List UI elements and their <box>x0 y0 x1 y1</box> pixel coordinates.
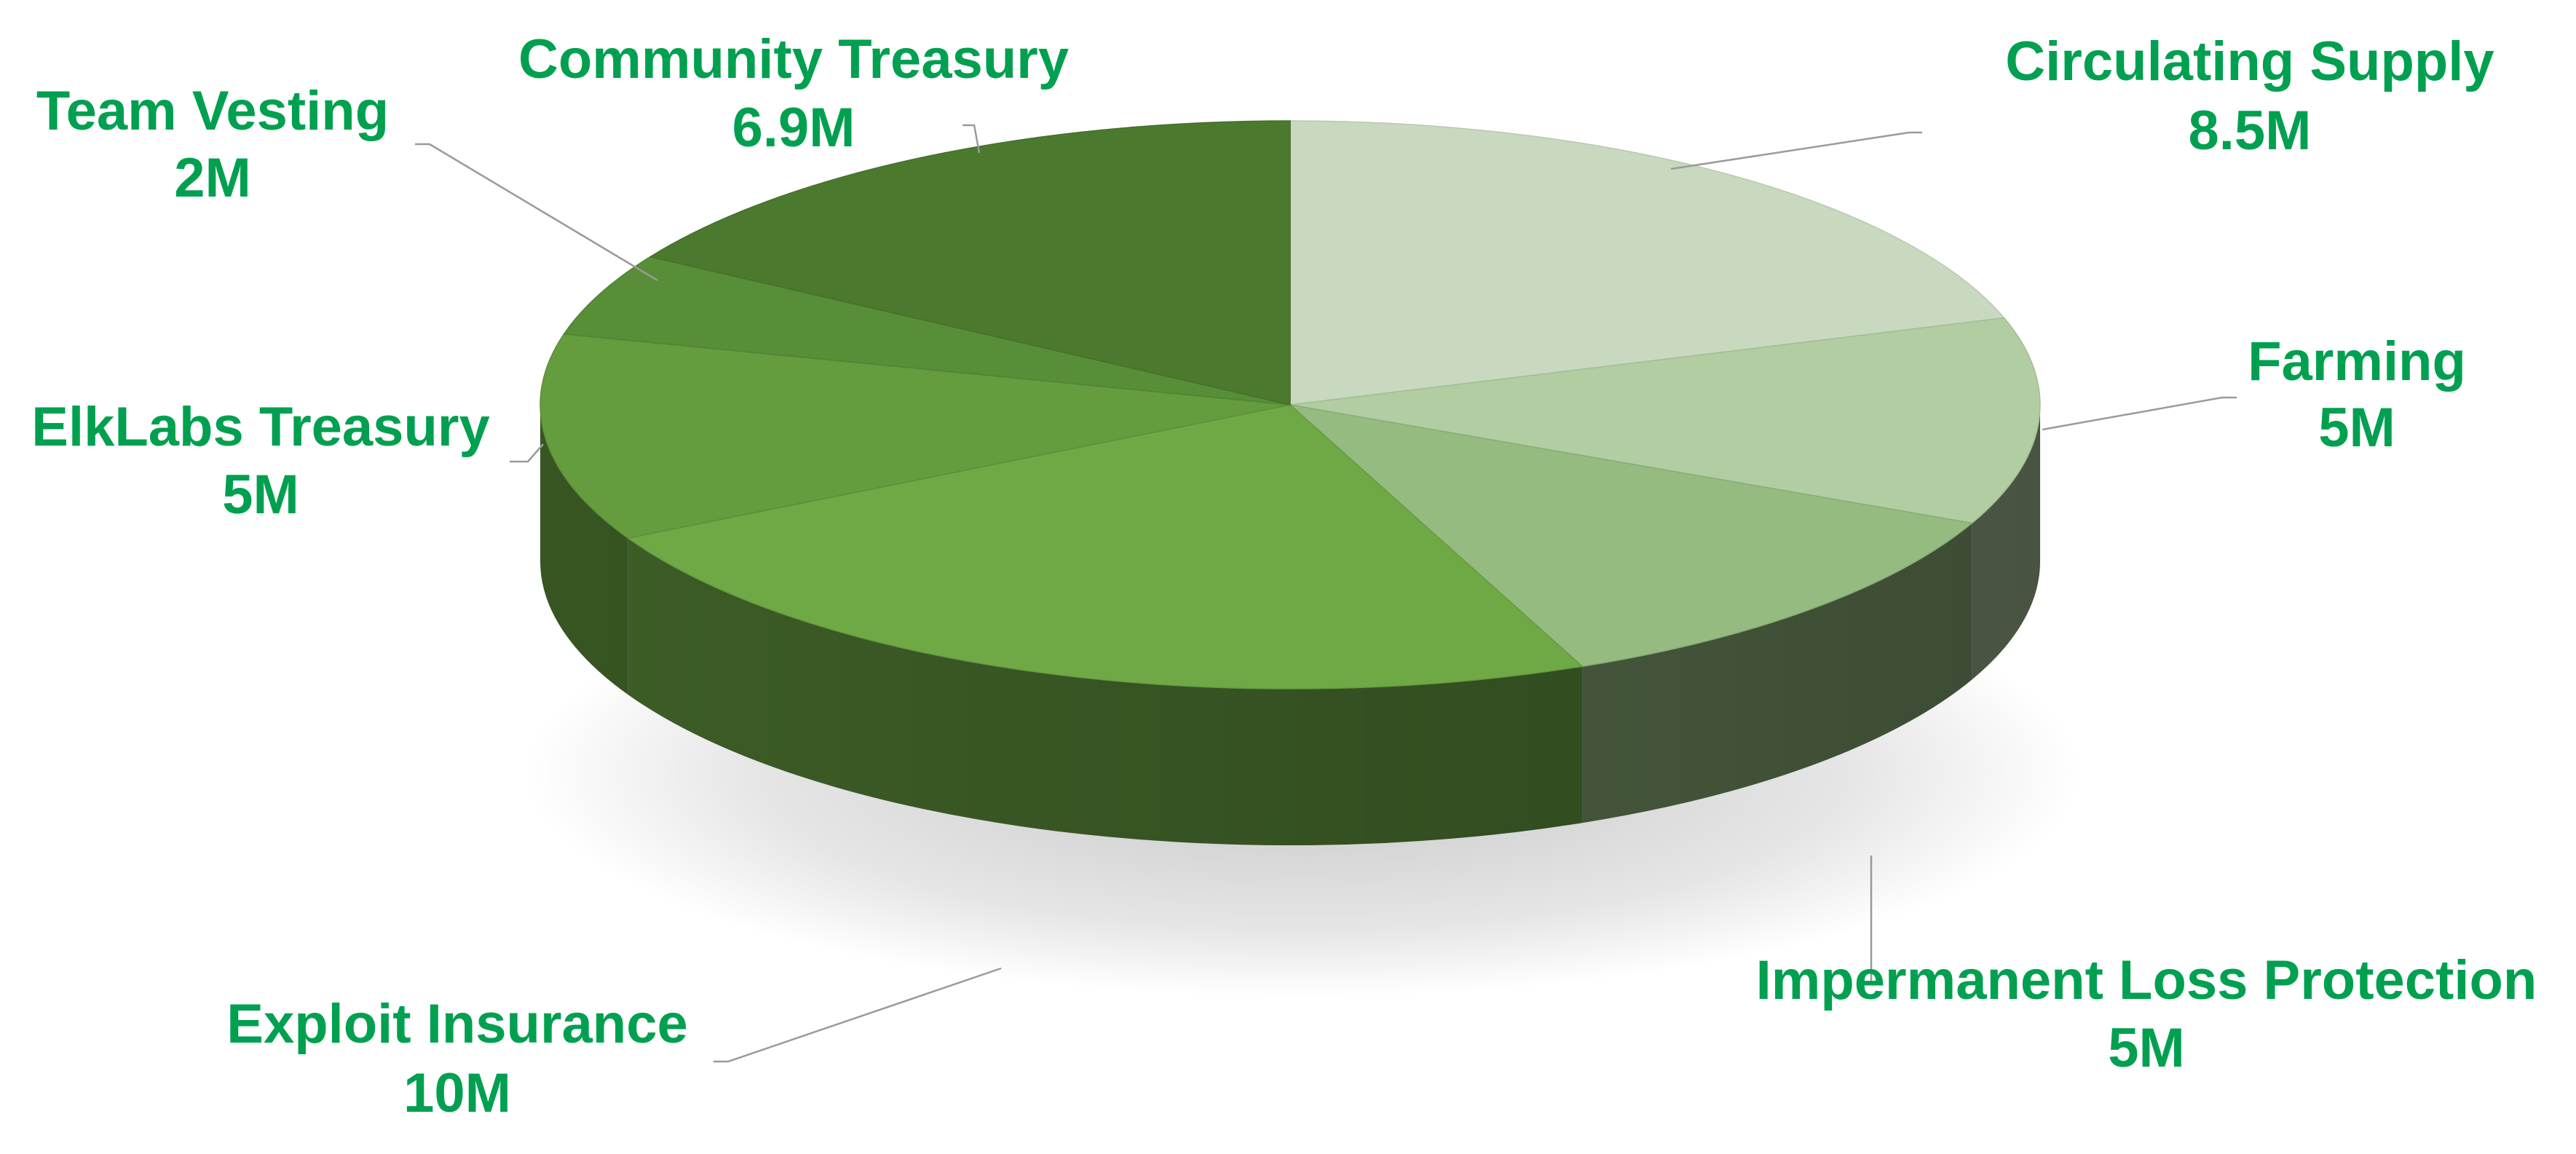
pie-side-shading <box>540 405 2040 845</box>
pie-tops <box>540 120 2041 689</box>
slice-value-community-treasury: 6.9M <box>732 97 856 159</box>
leader-line-community-treasury <box>963 124 981 154</box>
slice-value-farming: 5M <box>2318 397 2395 459</box>
leader-line-circulating-supply <box>1670 131 1922 170</box>
leader-line-exploit-insurance <box>714 967 1002 1063</box>
pie-slice-impermanent-loss-protection <box>1288 403 1974 667</box>
leader-line-farming <box>2042 396 2237 431</box>
pie-slice-community-treasury <box>649 120 1291 406</box>
slice-label-team-vesting: Team Vesting <box>36 80 389 142</box>
pie-slice-farming <box>1289 317 2041 524</box>
slice-label-community-treasury: Community Treasury <box>518 28 1069 90</box>
leader-line-team-vesting <box>415 143 658 282</box>
pie-slice-circulating-supply <box>1289 120 2005 406</box>
slice-value-circulating-supply: 8.5M <box>2189 100 2312 162</box>
pie-slice-exploit-insurance <box>626 404 1584 689</box>
leader-line-elklabs-treasury <box>510 443 544 463</box>
slice-label-farming: Farming <box>2248 331 2466 392</box>
slice-value-elklabs-treasury: 5M <box>222 464 299 526</box>
leader-lines <box>415 124 2237 1063</box>
slice-value-impermanent-loss-protection: 5M <box>2108 1017 2185 1079</box>
slice-label-exploit-insurance: Exploit Insurance <box>226 993 688 1055</box>
slice-label-impermanent-loss-protection: Impermanent Loss Protection <box>1756 949 2537 1011</box>
pie-sides <box>540 405 2040 846</box>
slice-label-elklabs-treasury: ElkLabs Treasury <box>31 396 489 458</box>
slice-value-team-vesting: 2M <box>174 147 251 209</box>
slice-value-exploit-insurance: 10M <box>403 1062 511 1124</box>
pie-slice-elklabs-treasury <box>540 333 1291 539</box>
slice-labels: Circulating Supply8.5MFarming5MImpermane… <box>31 28 2537 1124</box>
slice-label-circulating-supply: Circulating Supply <box>2005 31 2494 92</box>
pie-slice-team-vesting <box>563 256 1291 406</box>
